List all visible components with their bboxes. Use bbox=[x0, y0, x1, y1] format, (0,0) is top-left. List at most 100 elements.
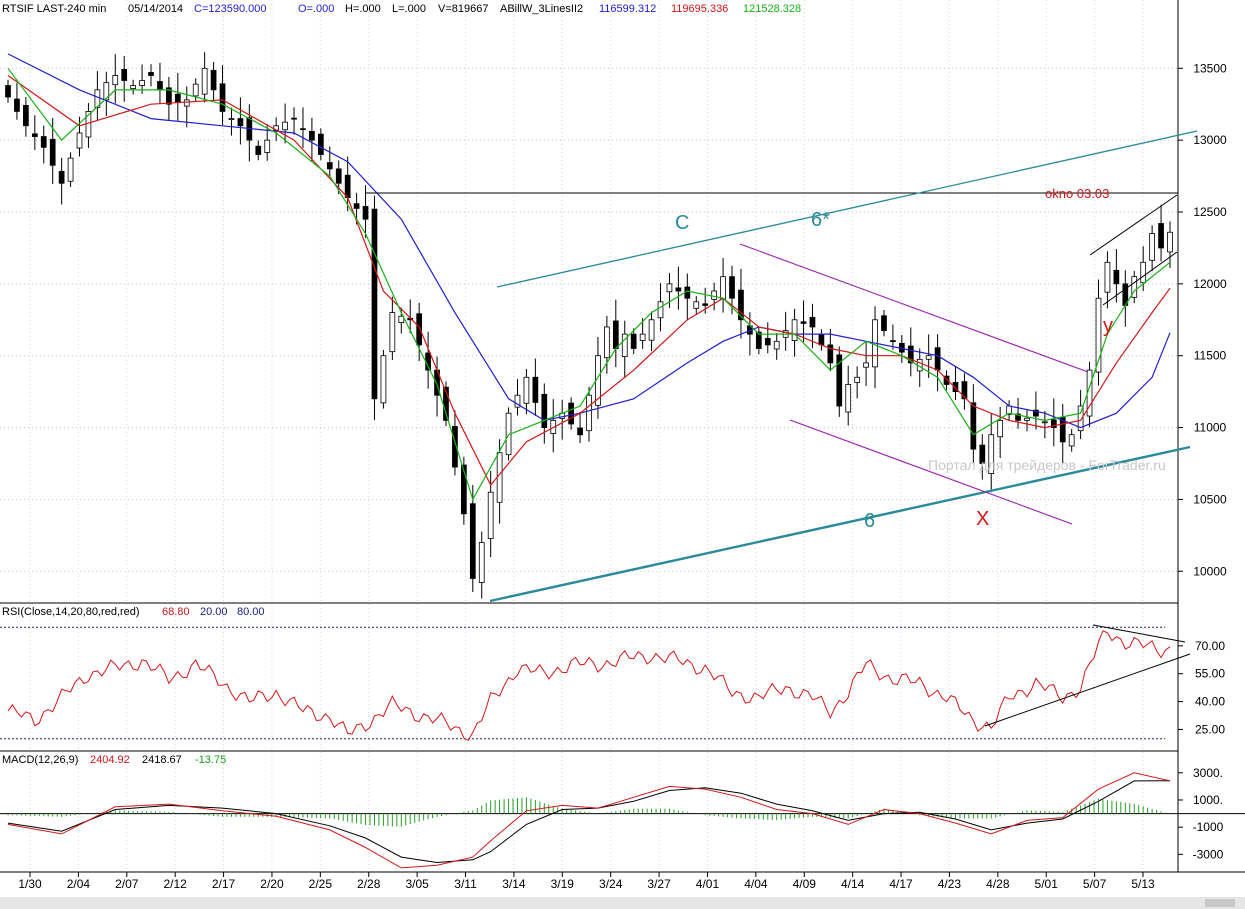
candle-body bbox=[1113, 269, 1120, 285]
macd-layer: 3000. 1000. -1000 -3000 bbox=[0, 766, 1245, 869]
candle-body bbox=[112, 75, 119, 86]
x-tick-label: 4/01 bbox=[696, 877, 720, 891]
candle-body bbox=[809, 316, 816, 328]
candle-body bbox=[353, 203, 360, 209]
candle-body bbox=[1158, 223, 1164, 249]
candle-body bbox=[139, 80, 145, 86]
x-tick-label: 5/07 bbox=[1083, 877, 1107, 891]
price-tick-label: 12000 bbox=[1193, 277, 1227, 291]
candle-body bbox=[943, 375, 950, 385]
candle-body bbox=[925, 355, 932, 360]
candle-body bbox=[988, 434, 995, 474]
candle-body bbox=[863, 362, 869, 368]
x-tick-label: 2/20 bbox=[260, 877, 284, 891]
candle-body bbox=[952, 382, 959, 393]
candle-body bbox=[738, 289, 744, 321]
x-tick-label: 2/17 bbox=[212, 877, 236, 891]
candle-body bbox=[14, 98, 20, 112]
candle-body bbox=[586, 394, 592, 432]
x-tick-label: 1/30 bbox=[18, 877, 42, 891]
scrollbar-track bbox=[0, 897, 1245, 909]
candle-body bbox=[317, 133, 324, 155]
candle-body bbox=[666, 283, 673, 293]
wedge-lower-line bbox=[789, 419, 1073, 525]
candle-body bbox=[970, 402, 977, 450]
upper-channel-line bbox=[496, 130, 1198, 288]
candle-body bbox=[648, 319, 655, 341]
candle-body bbox=[711, 290, 717, 300]
candle-body bbox=[621, 333, 628, 357]
lower-channel-line bbox=[489, 445, 1191, 603]
candle-body bbox=[523, 376, 530, 404]
candle-body bbox=[1140, 261, 1147, 284]
candle-body bbox=[1015, 413, 1021, 421]
macd-tick-label: -1000 bbox=[1193, 820, 1224, 834]
candle-body bbox=[720, 276, 726, 300]
macd-title: MACD(12,26,9) bbox=[2, 754, 78, 766]
price-tick-label: 13500 bbox=[1193, 61, 1227, 75]
candle-body bbox=[255, 145, 262, 155]
candle-body bbox=[514, 394, 521, 408]
price-tick-label: 13000 bbox=[1193, 133, 1227, 147]
macd-signal-line bbox=[7, 780, 1171, 864]
rsi-low: 20.00 bbox=[200, 606, 228, 618]
rsi-tick-label: 40.00 bbox=[1195, 695, 1225, 709]
candle-body bbox=[40, 136, 47, 148]
candle-body bbox=[5, 85, 11, 98]
x-tick-label: 3/24 bbox=[599, 877, 623, 891]
candle-body bbox=[1077, 405, 1084, 432]
candle-body bbox=[836, 354, 843, 407]
x-tick-label: 3/14 bbox=[502, 877, 526, 891]
x-tick-label: 4/14 bbox=[841, 877, 865, 891]
candle-body bbox=[166, 87, 172, 105]
candle-body bbox=[148, 72, 154, 76]
x-tick-label: 4/23 bbox=[938, 877, 962, 891]
price-layer bbox=[5, 52, 1173, 599]
candle-body bbox=[827, 344, 834, 364]
candle-body bbox=[1033, 409, 1039, 417]
candle-body bbox=[1059, 417, 1066, 443]
rsi-trend-upper bbox=[1092, 624, 1186, 643]
x-tick-label: 4/04 bbox=[744, 877, 768, 891]
rsi-value: 68.80 bbox=[162, 606, 190, 618]
candle-body bbox=[461, 464, 467, 515]
x-tick-label: 2/25 bbox=[309, 877, 333, 891]
header-open: O=.000 bbox=[298, 3, 334, 15]
x-tick-label: 4/28 bbox=[986, 877, 1010, 891]
candle-body bbox=[219, 83, 226, 112]
candle-body bbox=[67, 157, 74, 182]
price-tick-label: 10000 bbox=[1193, 564, 1227, 578]
candle-body bbox=[487, 491, 494, 539]
wave-label-y: y bbox=[1103, 315, 1113, 337]
candle-body bbox=[335, 168, 342, 184]
candle-body bbox=[371, 208, 378, 400]
candle-body bbox=[755, 331, 762, 349]
wave-label-6: 6 bbox=[864, 510, 875, 532]
x-tick-label: 2/04 bbox=[67, 877, 91, 891]
price-tick-label: 12500 bbox=[1193, 205, 1227, 219]
candle-body bbox=[23, 104, 29, 127]
header-volume: V=819667 bbox=[438, 3, 488, 15]
candle-body bbox=[1050, 419, 1057, 428]
watermark: Портал для трейдеров - ForTrader.ru bbox=[928, 457, 1166, 473]
candle-body bbox=[1131, 276, 1138, 298]
candle-body bbox=[309, 130, 315, 141]
candle-body bbox=[568, 402, 574, 425]
candle-body bbox=[130, 85, 136, 89]
x-tick-label: 5/01 bbox=[1035, 877, 1059, 891]
rsi-line bbox=[7, 630, 1171, 742]
candle-body bbox=[1042, 421, 1048, 424]
candle-body bbox=[76, 132, 83, 149]
candle-body bbox=[657, 301, 664, 319]
candle-body bbox=[639, 333, 646, 341]
rsi-high: 80.00 bbox=[237, 606, 265, 618]
x-tick-label: 3/11 bbox=[454, 877, 477, 891]
macd-tick-label: -3000 bbox=[1193, 847, 1224, 861]
header-date: 05/14/2014 bbox=[128, 3, 183, 15]
x-tick-label: 2/28 bbox=[357, 877, 381, 891]
candle-body bbox=[818, 334, 825, 346]
header-symbol: RTSIF LAST-240 min bbox=[2, 3, 106, 15]
candle-body bbox=[961, 381, 968, 400]
x-tick-label: 4/17 bbox=[889, 877, 913, 891]
